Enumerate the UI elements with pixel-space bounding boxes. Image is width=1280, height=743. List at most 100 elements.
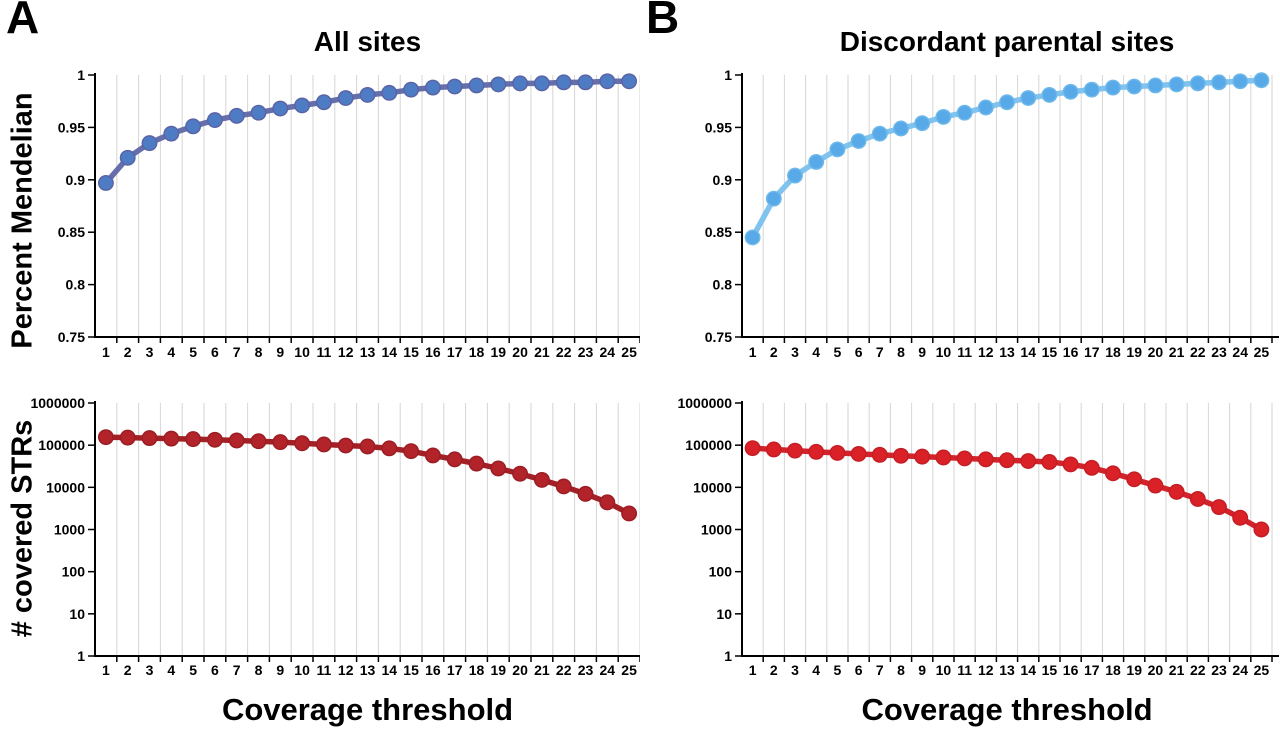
tick-marks: [88, 402, 640, 662]
data-point: [829, 141, 846, 158]
x-tick-label: 9: [276, 344, 284, 360]
x-tick-label: 4: [167, 344, 175, 360]
x-tick-label: 16: [1063, 344, 1079, 360]
data-point: [893, 447, 909, 464]
data-point: [141, 430, 158, 447]
data-point: [977, 451, 994, 468]
x-tick-label: 4: [812, 662, 820, 678]
data-point: [1147, 77, 1164, 94]
x-tick-label: 25: [621, 662, 637, 678]
y-tick-label: 10: [716, 606, 732, 622]
y-tick-label: 10000: [46, 479, 85, 495]
data-point: [272, 100, 289, 117]
x-tick-label: 12: [978, 344, 994, 360]
data-point: [315, 436, 332, 453]
y-tick-label: 1000: [701, 522, 732, 538]
x-tick-label: 2: [770, 344, 778, 360]
data-point: [490, 76, 507, 93]
tick-labels: 1 2 3 4 5 6 7 8 9 10 11 12 13 14 15 16 17 18 19 20 21 22 23 24 2…: [58, 67, 637, 360]
x-tick-label: 21: [534, 662, 550, 678]
x-tick-label: 1: [102, 662, 110, 678]
tick-labels: 1 2 3 4 5 6 7 8 9 10 11 12 13 14 15 16 17 18 19 20 21 22 23 24 2…: [677, 395, 1269, 678]
x-tick-label: 11: [316, 344, 331, 360]
data-point: [206, 112, 223, 129]
chart-a-covered-strs: 1 2 3 4 5 6 7 8 9 10 11 12 13 14 15 16 17 18 19 20 21 22 23 24 2…: [30, 395, 640, 678]
data-point: [599, 494, 616, 511]
x-axis-label-coverage-threshold: Coverage threshold: [861, 692, 1153, 727]
gridlines: [762, 75, 1273, 337]
x-tick-label: 20: [512, 344, 528, 360]
data-point: [914, 115, 931, 132]
y-tick-label: 100000: [685, 437, 732, 453]
x-tick-label: 6: [211, 344, 219, 360]
x-tick-label: 5: [189, 662, 197, 678]
x-tick-label: 9: [276, 662, 284, 678]
data-point: [337, 90, 354, 107]
data-point: [1189, 75, 1206, 92]
data-point: [272, 434, 289, 451]
x-tick-label: 17: [447, 662, 463, 678]
x-tick-label: 20: [1148, 662, 1164, 678]
x-tick-label: 22: [1190, 662, 1206, 678]
data-point: [533, 471, 550, 488]
data-point: [1253, 521, 1270, 538]
data-point: [1232, 509, 1249, 526]
x-tick-label: 10: [936, 662, 952, 678]
data-point: [1020, 90, 1037, 107]
y-tick-label: 10: [69, 606, 85, 622]
y-tick-label: 100: [62, 564, 86, 580]
data-point: [999, 94, 1015, 111]
x-tick-label: 19: [491, 344, 507, 360]
data-point: [119, 149, 136, 166]
chart-a-percent-mendelian: 1 2 3 4 5 6 7 8 9 10 11 12 13 14 15 16 17 18 19 20 21 22 23 24 2…: [58, 67, 640, 360]
x-tick-label: 9: [918, 344, 926, 360]
x-tick-label: 11: [316, 662, 331, 678]
x-tick-label: 23: [578, 662, 594, 678]
data-point: [1020, 453, 1037, 470]
data-point: [446, 451, 463, 468]
data-markers: [744, 72, 1270, 246]
x-tick-label: 5: [834, 662, 842, 678]
data-point: [1253, 72, 1270, 89]
data-point: [871, 446, 888, 463]
data-point: [1189, 491, 1206, 507]
data-point: [956, 450, 973, 467]
x-tick-label: 19: [1126, 344, 1142, 360]
x-tick-label: 7: [233, 662, 241, 678]
tick-marks: [735, 402, 1273, 662]
data-point: [1126, 471, 1143, 488]
x-tick-label: 20: [512, 662, 528, 678]
chart-b-percent-mendelian: 1 2 3 4 5 6 7 8 9 10 11 12 13 14 15 16 17 18 19 20 21 22 23 24 2…: [705, 67, 1279, 360]
x-tick-label: 6: [855, 662, 863, 678]
x-tick-label: 8: [897, 344, 905, 360]
data-point: [555, 74, 572, 91]
x-tick-label: 6: [855, 344, 863, 360]
data-point: [787, 442, 803, 459]
data-point: [829, 444, 846, 461]
x-tick-label: 23: [1211, 662, 1227, 678]
data-point: [744, 229, 761, 246]
axes: [94, 73, 640, 338]
data-point: [871, 125, 888, 142]
data-point: [294, 97, 311, 114]
data-point: [512, 465, 529, 482]
x-tick-label: 22: [1190, 344, 1206, 360]
x-tick-label: 8: [897, 662, 905, 678]
data-point: [185, 118, 202, 135]
data-point: [359, 86, 376, 103]
x-tick-label: 24: [1232, 344, 1248, 360]
data-point: [97, 429, 114, 446]
panel-a-letter: A: [6, 0, 40, 43]
x-tick-label: 1: [749, 662, 757, 678]
x-tick-label: 1: [749, 344, 757, 360]
x-tick-label: 19: [1126, 662, 1142, 678]
data-point: [468, 77, 485, 94]
data-point: [977, 99, 994, 116]
data-point: [424, 447, 441, 464]
data-point: [294, 435, 311, 452]
data-point: [1168, 76, 1185, 93]
x-tick-label: 17: [447, 344, 463, 360]
x-tick-label: 10: [294, 344, 310, 360]
x-tick-label: 12: [978, 662, 994, 678]
data-point: [1168, 483, 1185, 500]
